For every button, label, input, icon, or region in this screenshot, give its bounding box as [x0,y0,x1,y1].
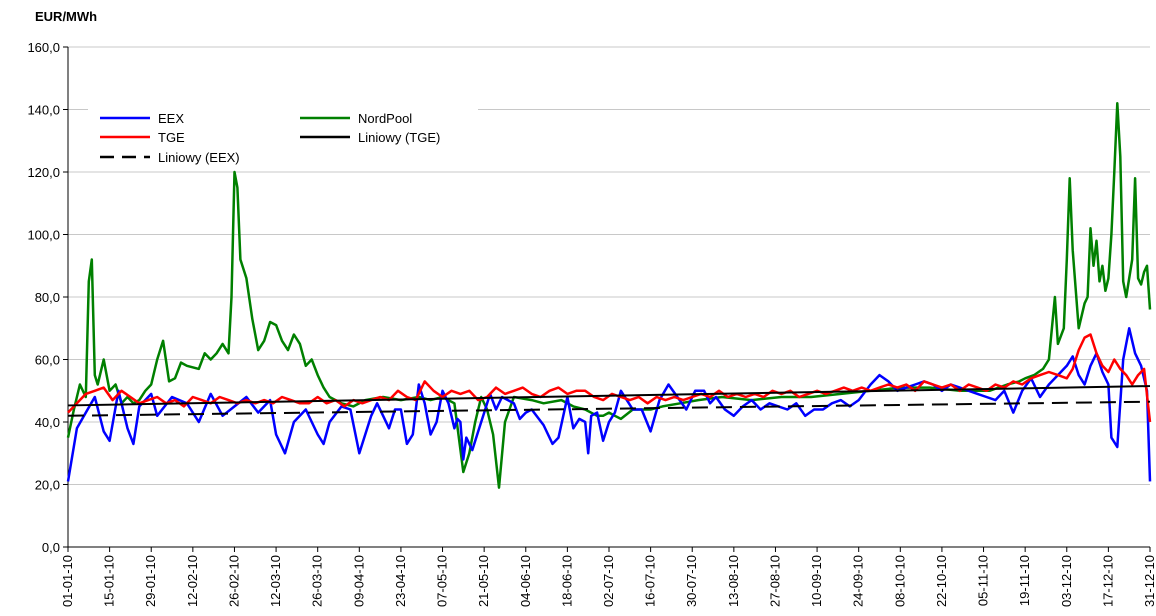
x-tick-label: 03-12-10 [1059,555,1074,607]
x-tick-label: 22-10-10 [934,555,949,607]
axes [63,46,1151,552]
y-axis-title: EUR/MWh [35,9,97,24]
x-tick-label: 29-01-10 [143,555,158,607]
series-line-tge [67,333,1152,423]
legend-label: TGE [158,130,185,145]
x-tick-labels: 01-01-10 15-01-10 29-01-10 12-02-10 26-02-10… [60,555,1156,607]
x-tick-label: 27-08-10 [767,555,782,607]
y-tick-labels: 0,0 20,0 40,0 60,0 80,0 100,0 120,0 140,0 160,0 [27,40,60,555]
x-tick-label: 12-03-10 [268,555,283,607]
x-tick-label: 19-11-10 [1017,555,1032,606]
legend-label: Liniowy (TGE) [358,130,440,145]
legend-label: Liniowy (EEX) [158,150,240,165]
x-tick-label: 02-07-10 [601,555,616,607]
x-tick-label: 05-11-10 [976,555,991,606]
x-tick-label: 08-10-10 [892,555,907,607]
series-lines [66,102,1152,489]
x-tick-label: 07-05-10 [435,555,450,607]
x-tick-label: 01-01-10 [60,555,75,607]
y-tick-label: 40,0 [35,415,60,430]
x-tick-label: 31-12-10 [1142,555,1156,607]
x-tick-label: 26-02-10 [226,555,241,607]
x-tick-label: 18-06-10 [559,555,574,607]
series-line-nordpool [66,102,1152,489]
y-tick-label: 160,0 [27,40,60,55]
x-tick-label: 09-04-10 [351,555,366,607]
y-tick-label: 80,0 [35,290,60,305]
y-tick-label: 60,0 [35,353,60,368]
y-tick-label: 0,0 [42,540,60,555]
x-tick-label: 26-03-10 [310,555,325,607]
trend-line-tge [67,385,1151,407]
x-tick-label: 16-07-10 [643,555,658,607]
x-tick-label: 04-06-10 [518,555,533,607]
x-tick-label: 10-09-10 [809,555,824,607]
series-line-eex [66,327,1152,482]
legend-label: NordPool [358,111,412,126]
y-tick-label: 140,0 [27,103,60,118]
legend: EEX NordPool TGE Liniowy (TGE) Liniowy (EEX) [88,105,478,167]
x-tick-label: 17-12-10 [1100,555,1115,607]
x-tick-label: 24-09-10 [851,555,866,607]
x-tick-label: 30-07-10 [684,555,699,607]
x-tick-label: 23-04-10 [393,555,408,607]
x-tick-label: 12-02-10 [185,555,200,607]
legend-background [88,105,478,167]
legend-label: EEX [158,111,184,126]
y-tick-label: 120,0 [27,165,60,180]
y-tick-label: 100,0 [27,228,60,243]
y-tick-label: 20,0 [35,478,60,493]
trend-line-eex [67,400,1151,417]
x-tick-label: 15-01-10 [102,555,117,607]
x-tick-label: 13-08-10 [726,555,741,607]
x-tick-label: 21-05-10 [476,555,491,607]
